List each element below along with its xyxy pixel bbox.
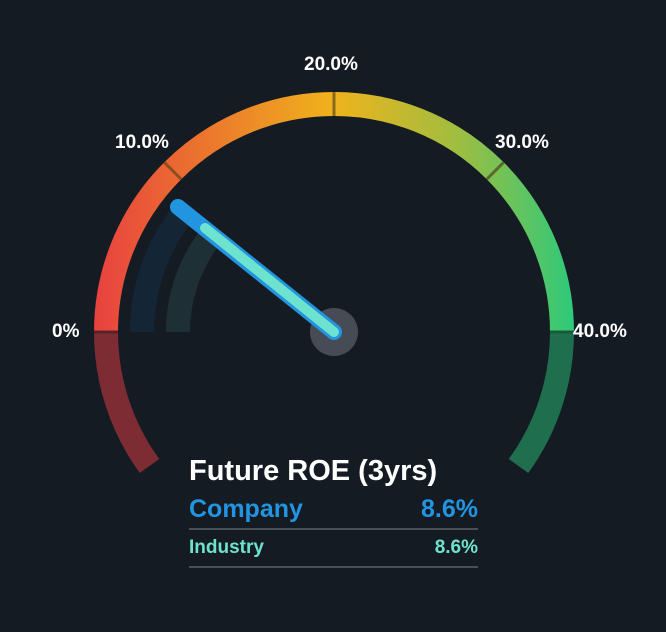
industry-label: Industry xyxy=(189,537,264,558)
low-zone-arc xyxy=(94,331,160,474)
tick-marks xyxy=(94,92,574,334)
legend-row-company: Company 8.6% xyxy=(189,490,478,530)
high-zone-arc xyxy=(508,331,574,474)
chart-title: Future ROE (3yrs) xyxy=(189,455,438,487)
tick-label-20: 20.0% xyxy=(304,54,358,75)
company-label: Company xyxy=(189,494,303,523)
tick-label-40: 40.0% xyxy=(573,321,627,342)
company-value: 8.6% xyxy=(421,494,478,523)
industry-value: 8.6% xyxy=(434,537,478,558)
legend: Future ROE (3yrs) Company 8.6% Industry … xyxy=(189,452,478,568)
tick-label-30: 30.0% xyxy=(495,132,549,153)
tick-label-0: 0% xyxy=(52,321,80,342)
industry-needle xyxy=(200,223,339,337)
legend-row-industry: Industry 8.6% xyxy=(189,530,478,568)
company-track-arc xyxy=(130,204,194,333)
industry-track-arc xyxy=(166,226,222,333)
tick-label-10: 10.0% xyxy=(115,132,169,153)
